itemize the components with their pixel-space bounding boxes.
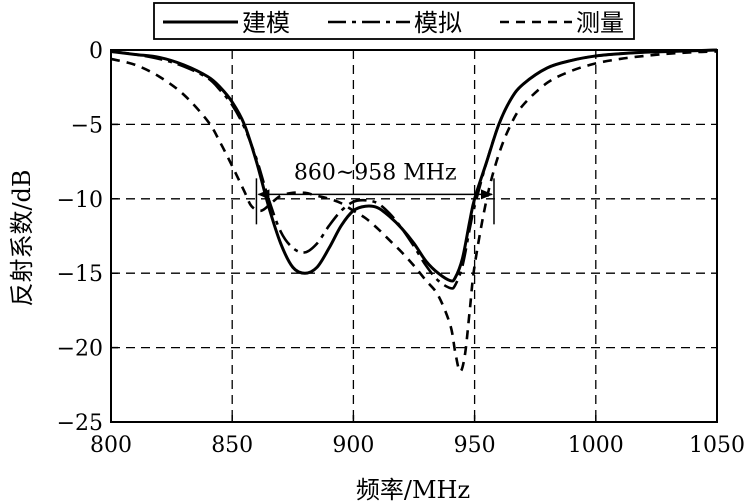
legend-items: 建模 模拟 测量 [163, 9, 624, 37]
legend: 建模 模拟 测量 [153, 2, 635, 40]
y-tick-label--15: −15 [57, 262, 103, 287]
y-tick-label--10: −10 [57, 188, 103, 213]
series-line-3 [110, 50, 718, 373]
y-tick-label--25: −25 [57, 411, 103, 436]
y-axis-title: 反射系数/dB [8, 169, 36, 306]
series-layer [110, 48, 718, 373]
annotation-label: 860~958 MHz [294, 160, 457, 185]
annotation-arrowhead-left [257, 189, 270, 200]
plot-frame [110, 49, 718, 423]
x-axis-title: 频率/MHz [356, 476, 470, 504]
legend-label-3: 测量 [576, 9, 624, 37]
legend-label-1: 建模 [242, 9, 290, 37]
x-tick-label-900: 900 [332, 433, 374, 458]
y-tick-label--5: −5 [71, 113, 103, 138]
series-line-2 [110, 48, 718, 290]
y-tick-label-0: 0 [89, 39, 103, 64]
tick-layer: 800 850 900 950 1000 1050 0 −5 −10 −15 −20 −25 [57, 39, 745, 458]
legend-label-2: 模拟 [414, 9, 462, 37]
y-tick-label--20: −20 [57, 337, 103, 362]
x-tick-label-1050: 1050 [689, 433, 745, 458]
x-tick-label-1000: 1000 [568, 433, 624, 458]
x-tick-label-950: 950 [454, 433, 496, 458]
x-tick-label-850: 850 [211, 433, 253, 458]
annotation-layer: 860~958 MHz [255, 160, 495, 225]
grid-layer [111, 50, 717, 422]
x-tick-label-800: 800 [90, 433, 132, 458]
annotation-arrowhead-right [480, 189, 493, 200]
